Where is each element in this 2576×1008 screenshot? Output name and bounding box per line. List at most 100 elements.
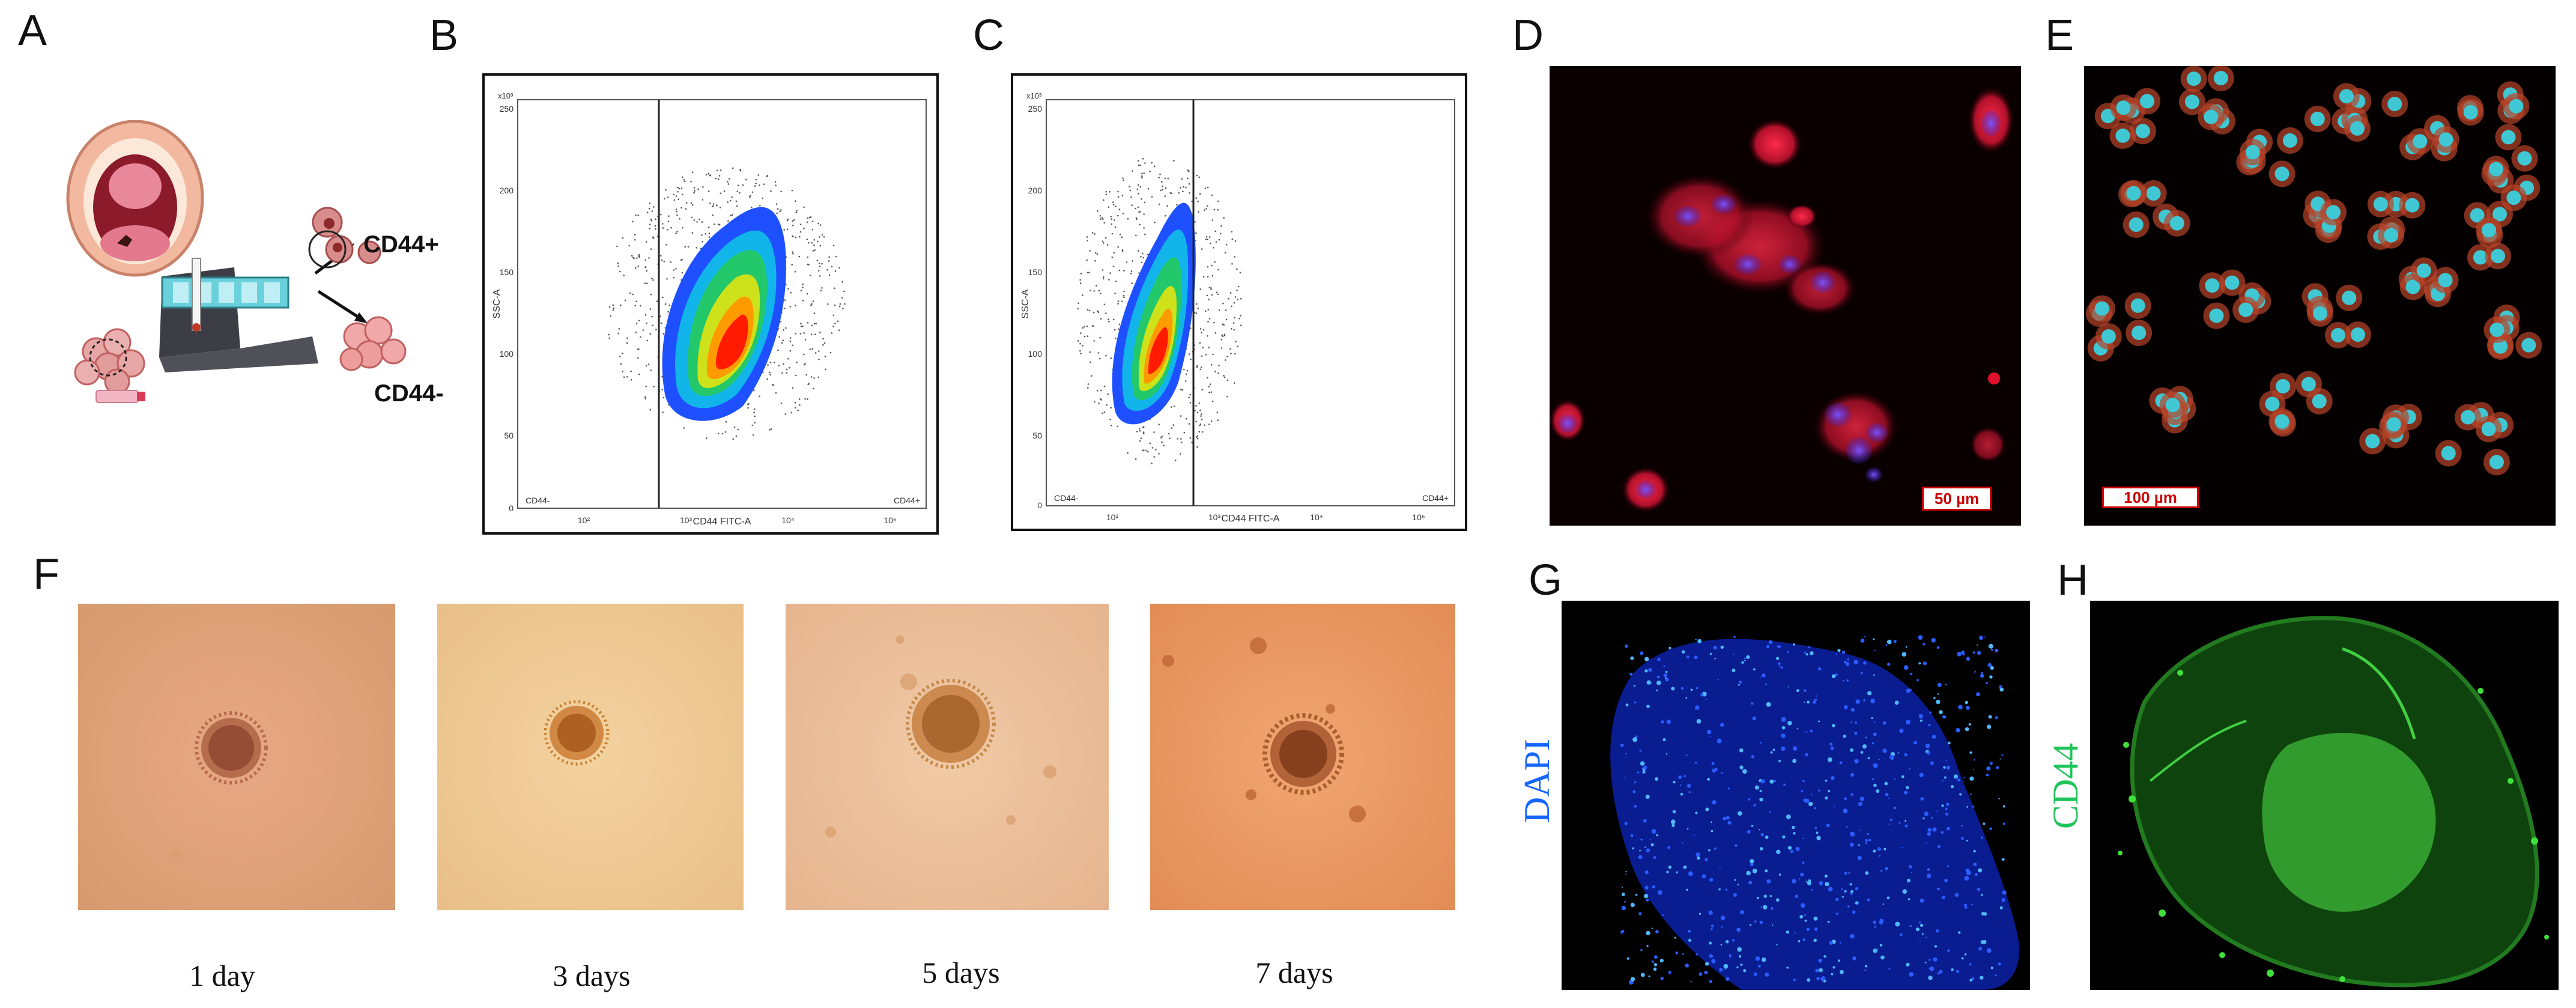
nucleus-dot [1954, 893, 1959, 897]
nucleus-dot [1803, 780, 1805, 782]
event-dot [1240, 315, 1241, 317]
nucleus-dot [1754, 785, 1759, 790]
event-dot [682, 193, 683, 196]
nucleus-dot [1655, 777, 1659, 781]
nucleus-dot [1621, 905, 1626, 911]
nucleus-dot [1943, 766, 1946, 769]
event-dot [635, 267, 637, 269]
event-dot [699, 218, 700, 220]
nucleus-dot [1778, 759, 1781, 762]
nucleus-dot [1666, 719, 1671, 724]
nucleus-dot [1694, 655, 1698, 660]
nucleus-dot [1804, 919, 1807, 922]
event-dot [1201, 248, 1203, 250]
x-tick: 10³ [1208, 512, 1221, 522]
event-dot [1201, 431, 1204, 433]
event-dot [1234, 240, 1237, 242]
event-dot [795, 374, 797, 377]
nucleus-dot [1906, 720, 1911, 724]
cell-nucleus [2501, 130, 2516, 145]
nucleus-dot [1855, 901, 1858, 905]
nucleus-dot [1894, 778, 1896, 780]
event-dot [803, 353, 805, 356]
nucleus-dot [1699, 972, 1703, 976]
event-dot [1079, 342, 1081, 345]
nucleus-dot [1887, 639, 1892, 645]
nucleus-dot [1873, 638, 1875, 640]
cell-nucleus [2313, 306, 2327, 321]
nucleus-dot [1646, 848, 1650, 852]
nucleus-dot [1760, 833, 1764, 837]
nucleus-dot [1790, 849, 1794, 854]
event-dot [649, 308, 652, 310]
event-dot [1231, 238, 1234, 240]
nucleus-dot [1865, 736, 1867, 739]
nucleus-dot [1808, 646, 1811, 649]
nucleus-dot [1818, 959, 1822, 963]
event-dot [1141, 175, 1143, 177]
event-dot [651, 210, 653, 212]
nucleus-dot [1668, 971, 1671, 974]
event-dot [820, 290, 822, 292]
event-dot [769, 374, 771, 376]
event-dot [817, 222, 819, 225]
nucleus-dot [1787, 686, 1789, 688]
event-dot [692, 204, 694, 206]
nucleus-dot [1680, 792, 1683, 796]
nucleus-dot [1814, 927, 1818, 931]
event-dot [799, 333, 802, 335]
event-dot [798, 398, 801, 400]
event-dot [1201, 366, 1202, 368]
event-dot [812, 250, 814, 252]
nucleus-dot [1847, 905, 1850, 908]
nucleus-dot [1920, 923, 1924, 927]
nucleus-dot [1752, 869, 1757, 873]
event-dot [1233, 302, 1235, 304]
nucleus-dot [1634, 781, 1637, 783]
nucleus-dot [1697, 639, 1702, 643]
event-dot [1094, 233, 1096, 235]
nucleus-dot [1811, 888, 1814, 891]
nucleus-dot [1988, 643, 1993, 649]
event-dot [1234, 296, 1237, 298]
y-axis-label: SSC-A [1020, 289, 1031, 318]
event-dot [775, 392, 777, 394]
nucleus-dot [1918, 662, 1921, 665]
event-dot [659, 255, 662, 257]
event-dot [628, 244, 631, 247]
event-dot [1213, 208, 1216, 211]
event-dot [718, 433, 720, 434]
event-dot [1213, 247, 1214, 249]
nucleus-dot [1906, 962, 1910, 967]
event-dot [834, 304, 836, 306]
nucleus-dot [1972, 768, 1974, 770]
nucleus-dot [1937, 972, 1940, 975]
event-dot [608, 306, 611, 308]
nucleus-dot [1663, 665, 1665, 667]
nucleus-dot [1975, 670, 1977, 672]
event-dot [1226, 379, 1229, 381]
event-dot [1151, 196, 1153, 198]
event-dot [789, 337, 792, 339]
event-dot [800, 323, 802, 324]
event-dot [1214, 230, 1216, 232]
event-dot [803, 332, 805, 334]
nucleus-dot [1740, 964, 1743, 966]
event-dot [679, 218, 680, 220]
nucleus-dot [1748, 798, 1751, 801]
nucleus-dot [1944, 878, 1948, 882]
nucleus-dot [1694, 834, 1696, 836]
nucleus-dot [1681, 650, 1685, 654]
event-dot [684, 246, 686, 248]
nucleus-dot [1646, 931, 1650, 935]
nucleus-dot [1818, 667, 1822, 671]
nucleus-dot [1862, 744, 1867, 749]
nucleus-dot [1772, 925, 1774, 926]
nucleus-dot [1820, 977, 1825, 982]
nucleus-dot [1908, 898, 1911, 900]
cell-nucleus [2482, 223, 2496, 238]
event-dot [656, 300, 658, 302]
nucleus-dot [1742, 769, 1747, 774]
nucleus-dot [1737, 947, 1742, 952]
nucleus-dot [1625, 870, 1627, 872]
